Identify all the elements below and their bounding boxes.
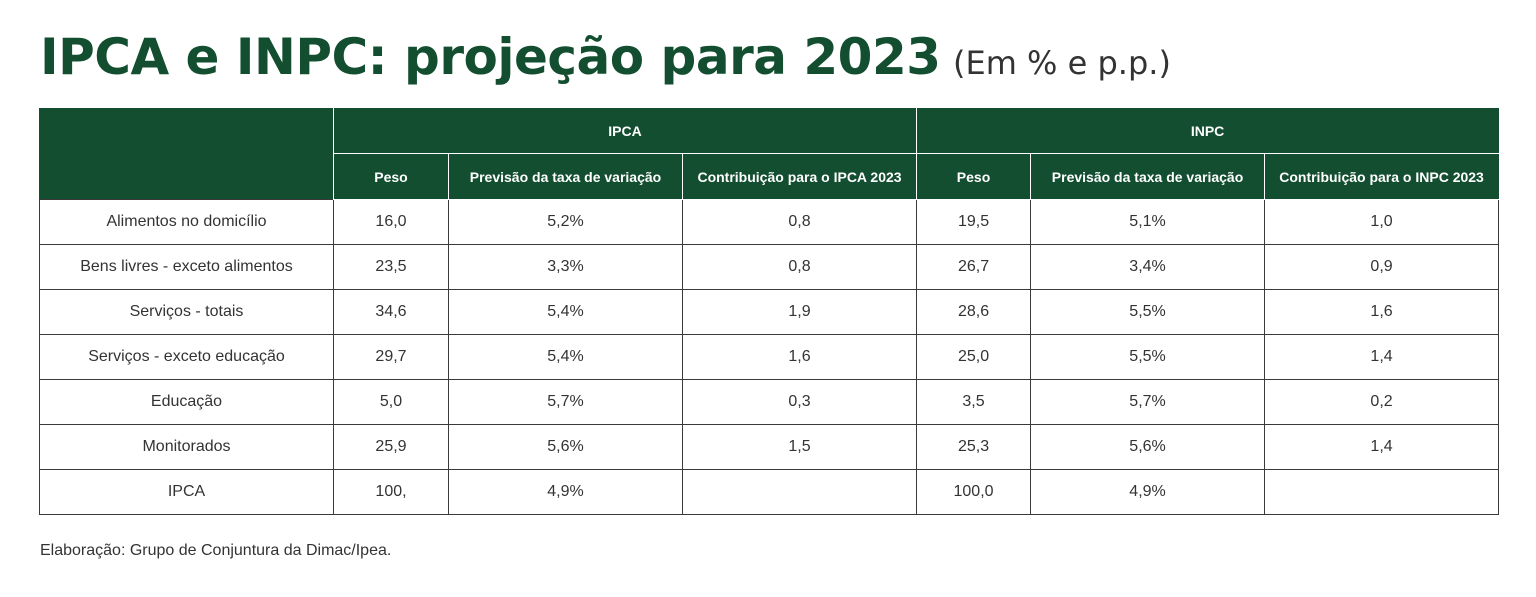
cell-inpc-peso: 100,0 (916, 469, 1032, 515)
cell-inpc-peso: 26,7 (916, 244, 1032, 290)
cell-ipca-peso: 25,9 (333, 424, 449, 470)
cell-ipca-peso: 34,6 (333, 289, 449, 335)
cell-inpc-previsao: 4,9% (1030, 469, 1266, 515)
cell-ipca-peso: 5,0 (333, 379, 449, 425)
cell-inpc-previsao: 5,6% (1030, 424, 1266, 470)
cell-ipca-previsao: 5,4% (448, 289, 683, 335)
col-header-inpc-previsao: Previsão da taxa de variação (1030, 153, 1266, 200)
cell-ipca-previsao: 5,4% (448, 334, 683, 380)
cell-ipca-previsao: 5,6% (448, 424, 683, 470)
cell-row-label: Serviços - exceto educação (39, 334, 334, 380)
cell-ipca-contribuicao: 0,3 (681, 379, 918, 425)
table-row: Bens livres - exceto alimentos 23,5 3,3% 0,… (39, 244, 1500, 290)
col-header-ipca-contribuicao: Contribuição para o IPCA 2023 (681, 153, 918, 200)
cell-inpc-contribuicao (1264, 469, 1500, 515)
cell-inpc-peso: 25,3 (916, 424, 1032, 470)
cell-ipca-contribuicao: 1,5 (681, 424, 918, 470)
cell-inpc-previsao: 5,7% (1030, 379, 1266, 425)
cell-row-label: Monitorados (39, 424, 334, 470)
cell-inpc-contribuicao: 1,6 (1264, 289, 1500, 335)
cell-ipca-previsao: 4,9% (448, 469, 683, 515)
col-header-ipca-previsao: Previsão da taxa de variação (448, 153, 683, 200)
cell-ipca-peso: 29,7 (333, 334, 449, 380)
cell-ipca-contribuicao: 1,9 (681, 289, 918, 335)
cell-inpc-previsao: 5,5% (1030, 289, 1266, 335)
source-footnote: Elaboração: Grupo de Conjuntura da Dimac… (40, 542, 392, 559)
cell-row-label: Alimentos no domicílio (39, 199, 334, 245)
cell-inpc-previsao: 5,1% (1030, 199, 1266, 245)
group-header-ipca: IPCA (332, 108, 918, 154)
cell-inpc-previsao: 3,4% (1030, 244, 1266, 290)
cell-inpc-peso: 25,0 (916, 334, 1032, 380)
table-row: Monitorados 25,9 5,6% 1,5 25,3 5,6% 1,4 (39, 424, 1500, 470)
col-header-ipca-peso: Peso (333, 153, 449, 200)
cell-inpc-contribuicao: 0,9 (1264, 244, 1500, 290)
cell-row-label: Educação (39, 379, 334, 425)
table-row: Educação 5,0 5,7% 0,3 3,5 5,7% 0,2 (39, 379, 1500, 425)
cell-ipca-contribuicao: 0,8 (681, 244, 918, 290)
cell-inpc-peso: 19,5 (916, 199, 1032, 245)
cell-inpc-previsao: 5,5% (1030, 334, 1266, 380)
cell-inpc-peso: 28,6 (916, 289, 1032, 335)
column-header-row: Peso Previsão da taxa de variação Contri… (40, 153, 1500, 200)
col-header-inpc-contribuicao: Contribuição para o INPC 2023 (1264, 153, 1500, 200)
cell-ipca-previsao: 3,3% (448, 244, 683, 290)
table-row: Serviços - exceto educação 29,7 5,4% 1,6 25,… (39, 334, 1500, 380)
table-row: IPCA 100, 4,9% 100,0 4,9% (39, 469, 1500, 515)
table-row: Serviços - totais 34,6 5,4% 1,9 28,6 5,5% 1,6 (39, 289, 1500, 335)
group-header-inpc: INPC (916, 108, 1500, 154)
cell-ipca-peso: 100, (333, 469, 449, 515)
group-header-row: IPCA INPC (39, 108, 1500, 200)
cell-ipca-contribuicao: 0,8 (681, 199, 918, 245)
cell-row-label: Serviços - totais (39, 289, 334, 335)
corner-header (39, 108, 334, 200)
cell-ipca-peso: 16,0 (333, 199, 449, 245)
cell-row-label: IPCA (39, 469, 334, 515)
cell-inpc-contribuicao: 0,2 (1264, 379, 1500, 425)
cell-ipca-contribuicao (681, 469, 918, 515)
cell-row-label: Bens livres - exceto alimentos (39, 244, 334, 290)
cell-ipca-peso: 23,5 (333, 244, 449, 290)
cell-ipca-previsao: 5,2% (448, 199, 683, 245)
projection-table: IPCA INPC Peso Previsão da taxa de varia… (39, 108, 1500, 515)
cell-ipca-contribuicao: 1,6 (681, 334, 918, 380)
cell-inpc-contribuicao: 1,4 (1264, 424, 1500, 470)
cell-inpc-peso: 3,5 (916, 379, 1032, 425)
table-row: Alimentos no domicílio 16,0 5,2% 0,8 19,5 5,1… (39, 199, 1500, 245)
col-header-inpc-peso: Peso (916, 153, 1032, 200)
cell-inpc-contribuicao: 1,0 (1264, 199, 1500, 245)
cell-ipca-previsao: 5,7% (448, 379, 683, 425)
page-title: IPCA e INPC: projeção para 2023 (40, 28, 941, 86)
title-row: IPCA e INPC: projeção para 2023 (Em % e … (40, 28, 1171, 86)
page-subtitle: (Em % e p.p.) (953, 44, 1171, 82)
cell-inpc-contribuicao: 1,4 (1264, 334, 1500, 380)
table-body: Alimentos no domicílio 16,0 5,2% 0,8 19,5 5,1… (39, 199, 1500, 515)
